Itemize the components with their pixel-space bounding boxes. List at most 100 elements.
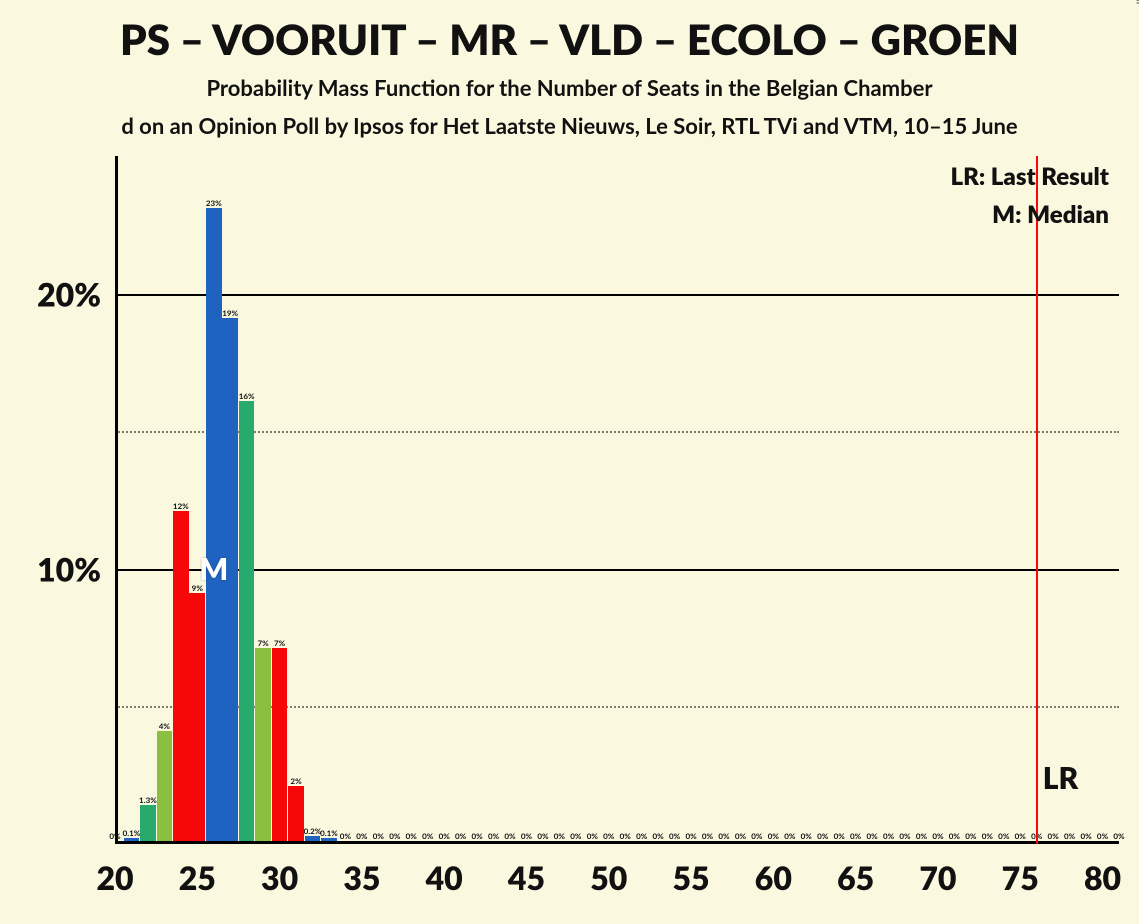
x-tick-label: 35 bbox=[343, 858, 380, 897]
bar-value-label: 0% bbox=[109, 831, 120, 841]
x-tick-label: 40 bbox=[426, 858, 463, 897]
bar-value-label: 0% bbox=[784, 831, 795, 841]
bar: 1.3% bbox=[140, 805, 156, 841]
bar-value-label: 0% bbox=[587, 831, 598, 841]
bar-value-label: 0.1% bbox=[123, 828, 141, 838]
chart-subtitle-2: d on an Opinion Poll by Ipsos for Het La… bbox=[0, 112, 1139, 139]
gridline-major bbox=[115, 569, 1119, 571]
median-label: M bbox=[199, 551, 228, 587]
bar-value-label: 0% bbox=[406, 831, 417, 841]
last-result-line bbox=[1036, 156, 1039, 844]
bar-value-label: 0% bbox=[998, 831, 1009, 841]
y-tick-label: 20% bbox=[37, 274, 101, 313]
bar-value-label: 0% bbox=[620, 831, 631, 841]
bar-value-label: 16% bbox=[239, 391, 255, 401]
chart-title: PS – VOORUIT – MR – VLD – ECOLO – GROEN bbox=[0, 14, 1139, 64]
x-tick-label: 45 bbox=[508, 858, 545, 897]
x-tick-label: 30 bbox=[261, 858, 298, 897]
bar-value-label: 0% bbox=[883, 831, 894, 841]
bar-value-label: 7% bbox=[258, 638, 269, 648]
bar-value-label: 0% bbox=[702, 831, 713, 841]
bar-value-label: 0% bbox=[932, 831, 943, 841]
bar-value-label: 0% bbox=[916, 831, 927, 841]
bar-value-label: 0% bbox=[669, 831, 680, 841]
bar-value-label: 0% bbox=[537, 831, 548, 841]
bar-value-label: 4% bbox=[159, 721, 170, 731]
canvas: PS – VOORUIT – MR – VLD – ECOLO – GROEN … bbox=[0, 0, 1139, 924]
bar-value-label: 0% bbox=[373, 831, 384, 841]
bar-value-label: 1.3% bbox=[139, 795, 157, 805]
bar: 9% bbox=[189, 593, 205, 841]
bar-value-label: 12% bbox=[173, 501, 189, 511]
bar: 4% bbox=[157, 731, 173, 841]
bar-value-label: 0% bbox=[603, 831, 614, 841]
bar-value-label: 0% bbox=[685, 831, 696, 841]
bar: 0.1% bbox=[124, 838, 140, 841]
x-tick-label: 25 bbox=[179, 858, 216, 897]
x-tick-label: 50 bbox=[590, 858, 627, 897]
copyright-text: © 2024 Filip van Laenen bbox=[1135, 0, 1139, 4]
x-tick-label: 60 bbox=[755, 858, 792, 897]
bar-value-label: 0.2% bbox=[304, 826, 322, 836]
bar: 16% bbox=[239, 401, 255, 841]
bar-value-label: 0% bbox=[965, 831, 976, 841]
last-result-label: LR bbox=[1043, 760, 1078, 796]
bar-value-label: 0% bbox=[554, 831, 565, 841]
bar-value-label: 0% bbox=[340, 831, 351, 841]
bar-value-label: 0% bbox=[1080, 831, 1091, 841]
y-axis-line bbox=[115, 156, 118, 844]
chart-plot-area: 10%20%202530354045505560657075800%0.1%1.… bbox=[115, 156, 1119, 844]
bar: 23% bbox=[206, 208, 222, 841]
bar-value-label: 7% bbox=[274, 638, 285, 648]
bar-value-label: 0% bbox=[356, 831, 367, 841]
bar-value-label: 0% bbox=[817, 831, 828, 841]
bar-value-label: 0% bbox=[422, 831, 433, 841]
bar-value-label: 2% bbox=[290, 776, 301, 786]
bar-value-label: 0% bbox=[455, 831, 466, 841]
bar-value-label: 0.1% bbox=[320, 828, 338, 838]
bar-value-label: 23% bbox=[206, 198, 222, 208]
bar-value-label: 0% bbox=[1064, 831, 1075, 841]
gridline-major bbox=[115, 294, 1119, 296]
x-tick-label: 20 bbox=[96, 858, 133, 897]
bar-value-label: 0% bbox=[1048, 831, 1059, 841]
bar-value-label: 0% bbox=[801, 831, 812, 841]
bar-value-label: 0% bbox=[850, 831, 861, 841]
bar-value-label: 0% bbox=[1097, 831, 1108, 841]
bar-value-label: 0% bbox=[899, 831, 910, 841]
bar-value-label: 0% bbox=[982, 831, 993, 841]
x-tick-label: 65 bbox=[837, 858, 874, 897]
y-tick-label: 10% bbox=[37, 549, 101, 588]
gridline-minor bbox=[115, 431, 1119, 433]
bar: 7% bbox=[272, 648, 288, 841]
chart-subtitle-1: Probability Mass Function for the Number… bbox=[0, 74, 1139, 101]
bar-value-label: 0% bbox=[949, 831, 960, 841]
bar-value-label: 0% bbox=[653, 831, 664, 841]
bar-value-label: 0% bbox=[718, 831, 729, 841]
bar-value-label: 0% bbox=[439, 831, 450, 841]
legend-median: M: Median bbox=[992, 200, 1109, 229]
x-tick-label: 55 bbox=[673, 858, 710, 897]
bar-value-label: 0% bbox=[768, 831, 779, 841]
bar-value-label: 0% bbox=[751, 831, 762, 841]
bar-value-label: 0% bbox=[389, 831, 400, 841]
bar: 7% bbox=[255, 648, 271, 841]
bar-value-label: 0% bbox=[488, 831, 499, 841]
x-tick-label: 80 bbox=[1084, 858, 1121, 897]
bar-value-label: 0% bbox=[636, 831, 647, 841]
bar-value-label: 19% bbox=[222, 308, 238, 318]
bar-value-label: 0% bbox=[735, 831, 746, 841]
bar-value-label: 0% bbox=[471, 831, 482, 841]
bar: 2% bbox=[288, 786, 304, 841]
bar: 0.1% bbox=[321, 838, 337, 841]
bar: 12% bbox=[173, 511, 189, 841]
bar-value-label: 0% bbox=[521, 831, 532, 841]
bar-value-label: 0% bbox=[570, 831, 581, 841]
bar-value-label: 0% bbox=[866, 831, 877, 841]
x-tick-label: 70 bbox=[919, 858, 956, 897]
legend-lr: LR: Last Result bbox=[951, 162, 1109, 191]
bar-value-label: 0% bbox=[834, 831, 845, 841]
bar: 0.2% bbox=[305, 836, 321, 842]
x-tick-label: 75 bbox=[1002, 858, 1039, 897]
x-axis-line bbox=[115, 841, 1119, 844]
